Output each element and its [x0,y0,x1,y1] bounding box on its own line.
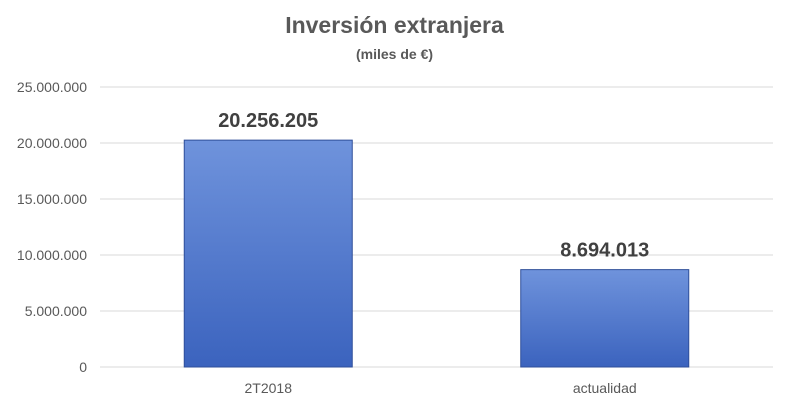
chart-subtitle: (miles de €) [355,46,434,62]
bar [520,269,690,368]
chart-title: Inversión extranjera [285,12,504,38]
y-tick-label: 5.000.000 [25,303,87,319]
y-tick-label: 0 [79,359,87,375]
data-label: 20.256.205 [218,110,318,132]
x-tick-label: actualidad [573,380,637,396]
bar [183,139,353,368]
data-label: 8.694.013 [560,240,649,262]
y-tick-label: 20.000.000 [17,135,87,151]
y-tick-label: 15.000.000 [17,191,87,207]
y-tick-label: 10.000.000 [17,247,87,263]
y-tick-label: 25.000.000 [17,79,87,95]
x-tick-label: 2T2018 [245,380,293,396]
